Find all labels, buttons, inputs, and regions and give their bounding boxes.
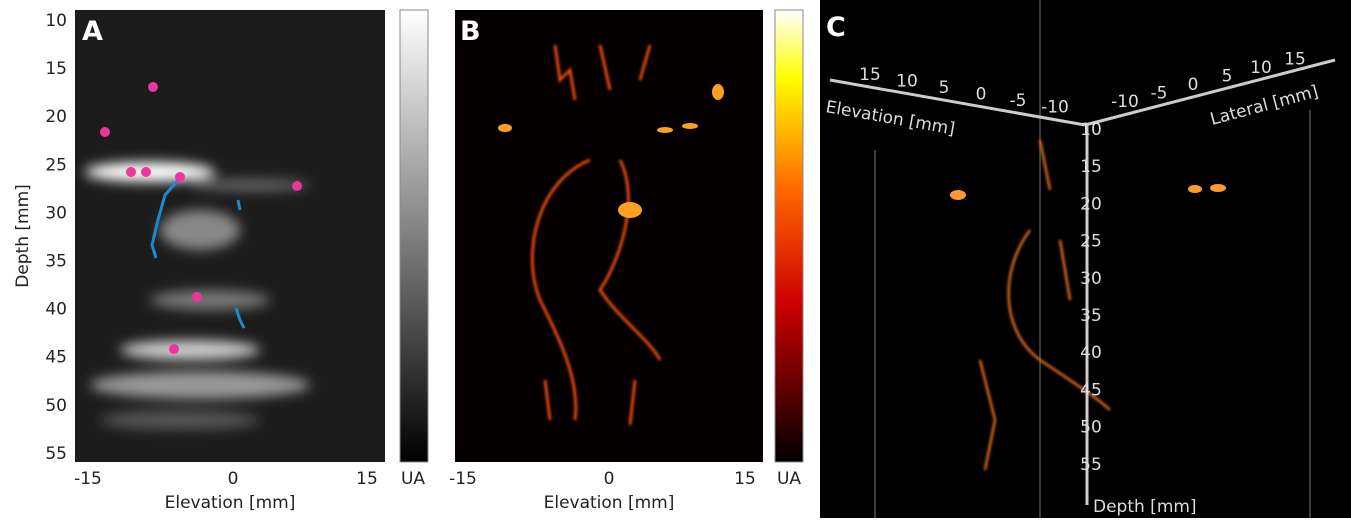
depth-tick-label: 35 bbox=[1080, 306, 1102, 326]
y-tick-label: 55 bbox=[45, 444, 67, 464]
y-tick-label: 20 bbox=[45, 107, 67, 127]
colorbar bbox=[400, 10, 428, 462]
depth-tick-label: 50 bbox=[1080, 418, 1102, 438]
lateral-tick-label: 5 bbox=[1222, 67, 1233, 87]
x-tick-label: -15 bbox=[74, 469, 102, 489]
elevation-tick-label: -10 bbox=[1041, 98, 1069, 118]
depth-tick-label: 20 bbox=[1080, 194, 1102, 214]
colorbar-label: UA bbox=[401, 469, 425, 489]
figure: A10152025303540455055Depth [mm]-15015Ele… bbox=[0, 0, 1351, 518]
lateral-tick-label: -10 bbox=[1111, 92, 1139, 112]
elevation-tick-label: -5 bbox=[1010, 91, 1027, 111]
x-tick-label: 15 bbox=[734, 469, 756, 489]
colorbar bbox=[775, 10, 803, 462]
depth-tick-label: 15 bbox=[1080, 157, 1102, 177]
lateral-tick-label: 10 bbox=[1250, 58, 1272, 78]
photoacoustic-image bbox=[455, 10, 763, 462]
y-tick-label: 30 bbox=[45, 203, 67, 223]
y-tick-label: 40 bbox=[45, 300, 67, 320]
x-tick-label: 0 bbox=[228, 469, 239, 489]
y-tick-label: 15 bbox=[45, 59, 67, 79]
panel-label: A bbox=[82, 16, 103, 47]
y-tick-label: 45 bbox=[45, 348, 67, 368]
depth-tick-label: 25 bbox=[1080, 232, 1102, 252]
x-tick-label: 0 bbox=[604, 469, 615, 489]
colorbar-label: UA bbox=[777, 469, 801, 489]
depth-tick-label: 30 bbox=[1080, 269, 1102, 289]
lateral-tick-label: 0 bbox=[1188, 75, 1199, 95]
y-axis-label: Depth [mm] bbox=[13, 184, 33, 288]
depth-tick-label: 45 bbox=[1080, 380, 1102, 400]
elevation-tick-label: 5 bbox=[939, 78, 950, 98]
depth-axis-label: Depth [mm] bbox=[1093, 497, 1197, 517]
elevation-tick-label: 15 bbox=[859, 65, 881, 85]
depth-tick-label: 40 bbox=[1080, 343, 1102, 363]
panel-label: B bbox=[460, 16, 481, 47]
y-tick-label: 50 bbox=[45, 396, 67, 416]
lateral-tick-label: 15 bbox=[1284, 50, 1306, 70]
depth-tick-label: 10 bbox=[1080, 120, 1102, 140]
x-axis-label: Elevation [mm] bbox=[544, 493, 675, 513]
panel-label: C bbox=[826, 12, 846, 43]
depth-tick-label: 55 bbox=[1080, 455, 1102, 475]
page: A10152025303540455055Depth [mm]-15015Ele… bbox=[0, 0, 1351, 518]
y-tick-label: 25 bbox=[45, 155, 67, 175]
y-tick-label: 35 bbox=[45, 252, 67, 272]
x-tick-label: 15 bbox=[356, 469, 378, 489]
ultrasound-image bbox=[75, 10, 385, 462]
x-axis-label: Elevation [mm] bbox=[165, 493, 296, 513]
y-tick-label: 10 bbox=[45, 11, 67, 31]
elevation-tick-label: 10 bbox=[896, 72, 918, 92]
elevation-tick-label: 0 bbox=[976, 85, 987, 105]
lateral-tick-label: -5 bbox=[1151, 84, 1168, 104]
x-tick-label: -15 bbox=[449, 469, 477, 489]
